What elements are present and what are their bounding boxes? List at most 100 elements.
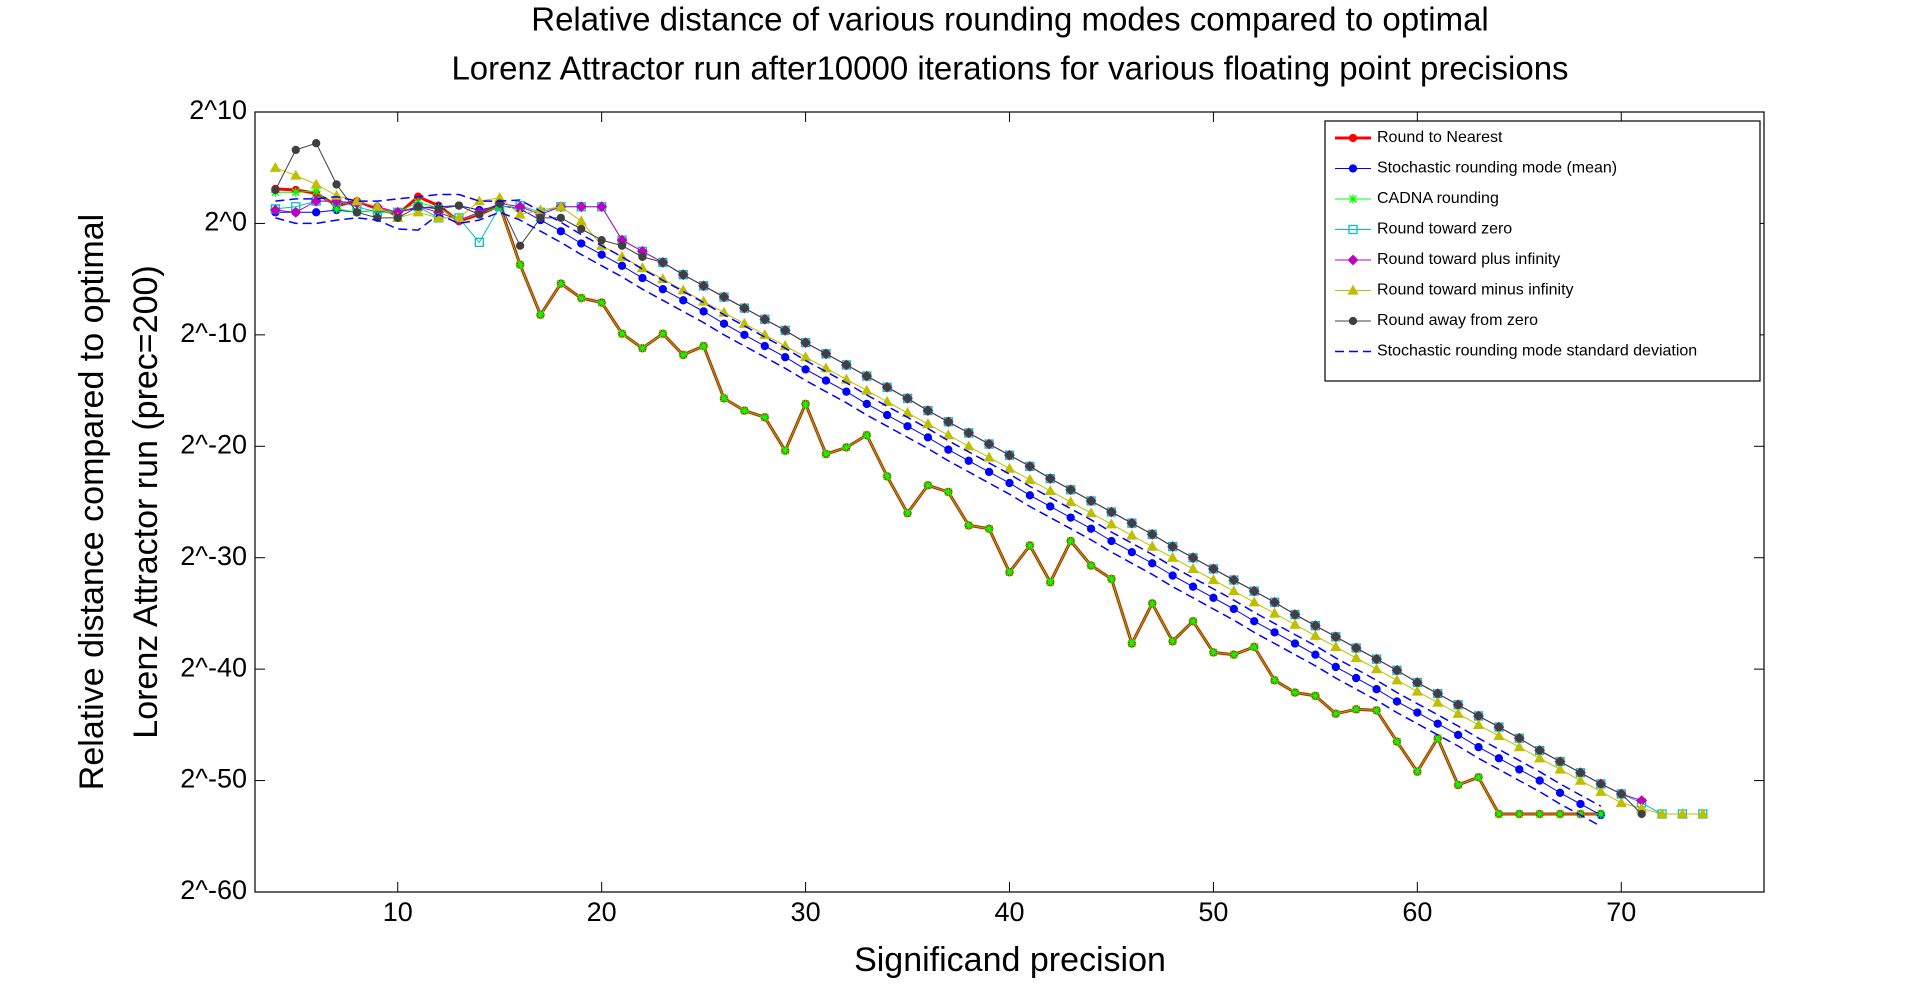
marker — [760, 315, 769, 324]
marker — [1515, 765, 1524, 774]
marker — [1228, 585, 1240, 596]
marker — [1411, 685, 1423, 696]
marker — [1596, 809, 1606, 819]
marker — [535, 310, 545, 320]
marker — [638, 273, 647, 283]
marker — [964, 428, 973, 438]
marker — [1372, 654, 1381, 664]
marker — [719, 319, 729, 328]
marker — [963, 440, 975, 451]
marker — [1348, 164, 1358, 173]
legend-label: Stochastic rounding mode standard deviat… — [1377, 343, 1697, 360]
marker — [1433, 689, 1442, 698]
marker — [903, 422, 912, 431]
series-line — [275, 193, 1602, 807]
chart-title: Relative distance of various rounding mo… — [531, 1, 1489, 38]
marker — [1596, 779, 1606, 789]
x-tick-label: 20 — [587, 897, 617, 927]
marker — [801, 399, 811, 409]
marker — [454, 201, 464, 210]
marker — [1575, 809, 1585, 819]
marker — [984, 439, 994, 449]
marker — [923, 433, 933, 442]
marker — [1209, 564, 1218, 573]
marker — [719, 292, 729, 302]
marker — [1229, 650, 1239, 660]
marker — [291, 187, 301, 197]
marker — [575, 201, 587, 213]
marker — [699, 341, 709, 351]
x-axis-label: Significand precision — [854, 941, 1166, 979]
marker — [942, 429, 954, 440]
x-tick-label: 50 — [1198, 897, 1228, 927]
marker — [1331, 709, 1341, 719]
series-line — [275, 211, 1602, 827]
marker — [1065, 496, 1077, 507]
marker — [679, 270, 688, 279]
marker — [637, 343, 647, 353]
marker — [597, 236, 606, 245]
marker — [1250, 617, 1259, 626]
marker — [943, 487, 953, 497]
marker — [1167, 551, 1179, 562]
marker — [1676, 808, 1689, 819]
marker — [1412, 767, 1422, 777]
marker — [964, 520, 974, 530]
marker — [1535, 746, 1544, 755]
marker — [393, 213, 402, 222]
marker — [1391, 674, 1403, 685]
y-tick-label: 2^-10 — [180, 318, 247, 348]
marker — [901, 407, 914, 418]
marker — [1514, 809, 1524, 819]
marker — [1331, 632, 1340, 641]
marker — [1453, 780, 1463, 790]
marker — [1432, 696, 1444, 707]
marker — [1474, 711, 1483, 721]
marker — [371, 200, 383, 211]
marker — [413, 202, 423, 211]
marker — [312, 139, 321, 148]
x-tick-label: 30 — [791, 897, 821, 927]
marker — [1046, 502, 1055, 511]
marker — [699, 281, 708, 290]
marker — [984, 467, 994, 477]
marker — [862, 371, 871, 381]
marker — [1249, 642, 1259, 652]
marker — [1290, 639, 1300, 648]
marker — [597, 298, 607, 308]
marker — [434, 204, 443, 214]
marker — [1413, 678, 1422, 687]
marker — [536, 213, 545, 222]
marker — [1595, 785, 1607, 796]
marker — [1554, 763, 1566, 774]
marker — [1046, 474, 1055, 483]
marker — [1576, 768, 1585, 777]
marker — [577, 239, 586, 248]
marker — [577, 224, 586, 234]
marker — [617, 329, 627, 339]
marker — [1311, 621, 1320, 630]
marker — [1025, 540, 1035, 550]
marker — [515, 260, 525, 270]
marker — [1107, 507, 1116, 517]
marker — [1208, 647, 1218, 657]
x-tick-label: 10 — [383, 897, 413, 927]
marker — [964, 456, 973, 465]
marker — [1392, 737, 1402, 747]
marker — [882, 383, 892, 392]
marker — [658, 329, 668, 339]
marker — [1066, 513, 1075, 522]
marker — [1105, 518, 1118, 529]
marker — [1003, 462, 1016, 473]
marker — [677, 284, 689, 295]
marker — [1005, 567, 1014, 577]
marker — [1350, 652, 1362, 663]
marker — [291, 202, 301, 212]
marker — [1372, 705, 1382, 715]
marker — [1025, 491, 1035, 500]
marker — [1615, 797, 1627, 808]
marker — [453, 212, 465, 223]
marker — [760, 412, 770, 422]
marker — [1352, 643, 1361, 653]
marker — [1576, 799, 1585, 809]
